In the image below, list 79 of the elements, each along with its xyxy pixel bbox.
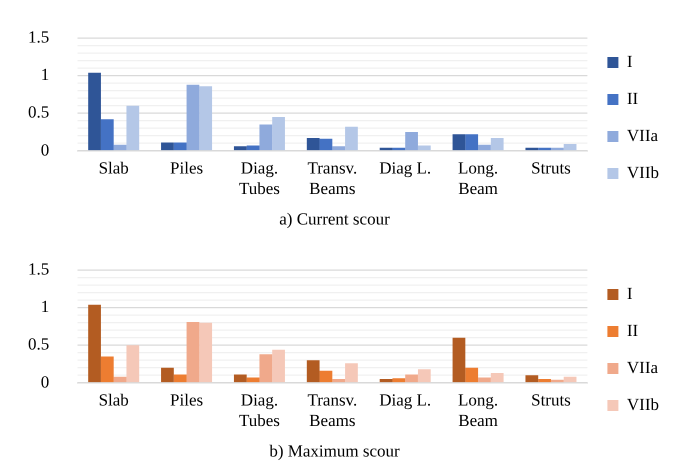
legend-label: VIIb [626, 394, 660, 414]
bar [465, 134, 478, 150]
x-tick-label: Long. Beam [458, 158, 498, 198]
bar [174, 374, 187, 382]
y-tick-label: 0 [40, 372, 50, 392]
bar [478, 144, 491, 150]
legend-label: II [626, 88, 639, 108]
bar [272, 117, 285, 150]
x-tick-label: Struts [531, 390, 571, 410]
bar [174, 142, 187, 150]
bar [418, 146, 431, 150]
y-tick-label: 0.5 [28, 334, 50, 354]
bar [320, 138, 332, 150]
x-tick-label: Piles [170, 390, 204, 410]
bar [345, 126, 358, 150]
bar [186, 84, 200, 150]
bar [199, 322, 212, 382]
y-tick-label: 1.5 [28, 28, 50, 47]
bar [564, 144, 576, 150]
legend-label: I [626, 52, 633, 71]
legend-label: VIIb [626, 162, 660, 182]
bar [380, 379, 392, 382]
bar [199, 86, 212, 150]
bar [259, 354, 272, 382]
bar [126, 345, 140, 382]
bar [88, 304, 101, 382]
bar [234, 374, 247, 382]
legend-label: VIIa [626, 358, 658, 377]
bar [114, 144, 126, 150]
x-tick-label: Transv. Beams [307, 390, 358, 430]
x-tick-label: Slab [98, 158, 129, 178]
bar [332, 379, 346, 382]
x-tick-label: Long. Beam [458, 390, 498, 430]
bar [490, 138, 504, 150]
legend-label: I [626, 284, 633, 303]
x-tick-label: Struts [531, 158, 571, 178]
x-tick-label: Diag L. [379, 158, 432, 178]
bar [564, 376, 576, 382]
bar [88, 72, 101, 150]
x-tick-label: Diag. Tubes [238, 390, 280, 430]
bar [452, 134, 466, 150]
y-tick-label: 0.5 [28, 102, 50, 122]
bar [345, 363, 358, 382]
legend-label: II [626, 320, 639, 340]
y-tick-label: 1 [40, 65, 50, 84]
bar [259, 124, 272, 150]
bar [418, 369, 431, 382]
bar [405, 374, 418, 382]
bar [186, 322, 200, 382]
x-tick-label: Diag. Tubes [238, 158, 280, 198]
bar [490, 373, 504, 382]
y-tick-label: 1 [40, 297, 50, 316]
bar [306, 138, 320, 150]
x-tick-label: Slab [98, 390, 129, 410]
bar [320, 370, 332, 382]
text: a) Current scour [279, 209, 390, 228]
bar [525, 375, 538, 382]
bar [272, 350, 285, 382]
bar [114, 376, 126, 382]
y-tick-label: 1.5 [28, 260, 50, 279]
x-tick-label: Piles [170, 158, 204, 178]
bar [306, 360, 320, 382]
bar [452, 338, 466, 382]
bar [478, 378, 491, 382]
bar [465, 368, 478, 382]
bar [161, 142, 174, 150]
y-tick-label: 0 [40, 140, 50, 160]
bar [246, 378, 260, 382]
x-tick-label: Diag L. [379, 390, 432, 410]
bar [100, 356, 114, 382]
bar [161, 368, 174, 382]
bar [100, 119, 114, 150]
text: b) Maximum scour [269, 441, 400, 460]
legend-label: VIIa [626, 126, 658, 145]
x-tick-label: Transv. Beams [307, 158, 358, 198]
bar [126, 106, 140, 150]
bar [246, 146, 260, 150]
bar [405, 132, 418, 150]
bar [538, 379, 551, 382]
